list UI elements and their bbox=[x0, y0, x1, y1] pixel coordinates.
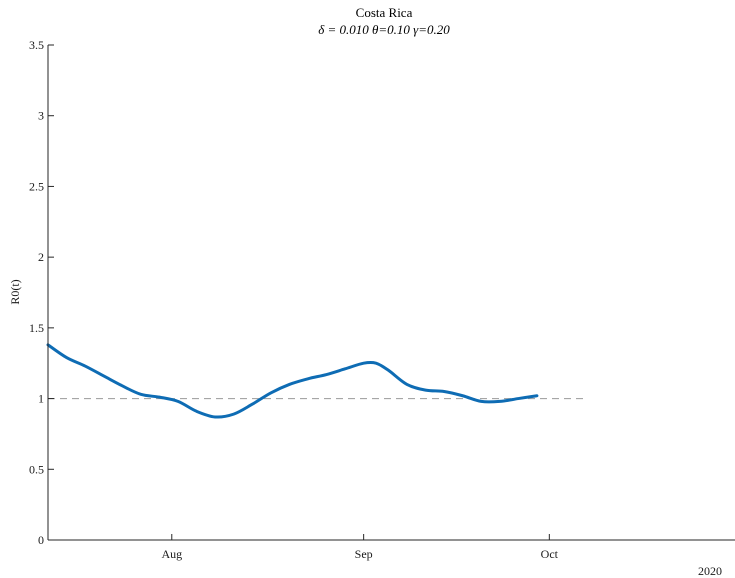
x-tick-label: Sep bbox=[355, 547, 373, 561]
y-tick-label: 3.5 bbox=[29, 38, 44, 52]
y-tick-label: 1 bbox=[38, 392, 44, 406]
y-tick-label: 0.5 bbox=[29, 462, 44, 476]
y-tick-label: 2.5 bbox=[29, 179, 44, 193]
x-axis-year-label: 2020 bbox=[698, 564, 722, 578]
y-tick-label: 1.5 bbox=[29, 321, 44, 335]
x-axis-ticks: Aug Sep Oct bbox=[161, 534, 559, 561]
series-layer bbox=[46, 343, 539, 419]
y-tick-label: 2 bbox=[38, 250, 44, 264]
chart-title: Costa Rica bbox=[356, 5, 413, 20]
y-axis-label: R0(t) bbox=[8, 279, 22, 304]
chart-subtitle: δ = 0.010 θ=0.10 γ=0.20 bbox=[318, 22, 450, 37]
x-tick-label: Aug bbox=[161, 547, 182, 561]
x-tick-label: Oct bbox=[541, 547, 559, 561]
series-line-r0 bbox=[46, 343, 539, 419]
y-tick-label: 0 bbox=[38, 533, 44, 547]
y-axis-ticks: 0 0.5 1 1.5 2 2.5 3 3.5 bbox=[29, 38, 54, 547]
y-tick-label: 3 bbox=[38, 109, 44, 123]
